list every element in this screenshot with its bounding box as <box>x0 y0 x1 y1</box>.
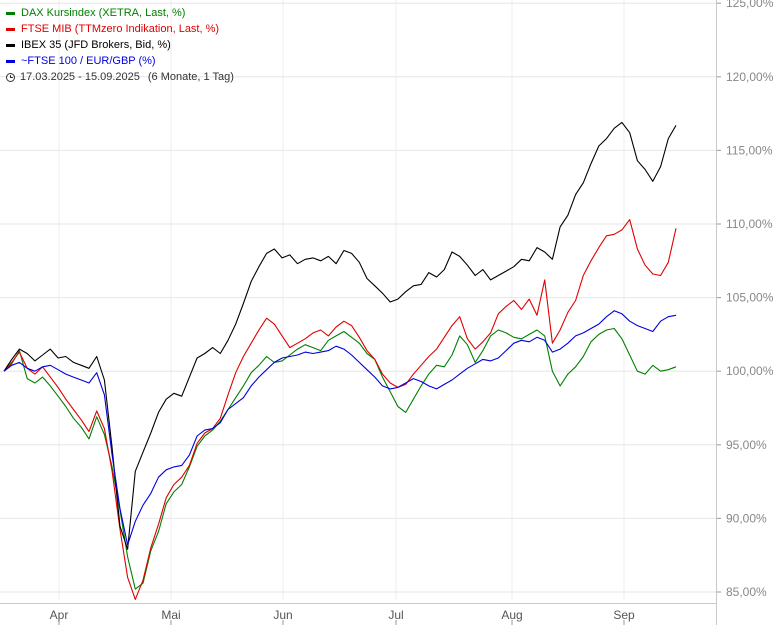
clock-icon <box>6 72 15 82</box>
date-range: 17.03.2025 - 15.09.2025 <box>20 71 140 83</box>
legend: DAX Kursindex (XETRA, Last, %) FTSE MIB … <box>6 5 234 85</box>
legend-item-ibex: IBEX 35 (JFD Brokers, Bid, %) <box>6 37 234 53</box>
interval: (6 Monate, 1 Tag) <box>147 71 234 83</box>
series-lines <box>3 121 677 600</box>
y-tick-label: 110,00% <box>726 217 773 231</box>
y-tick-label: 115,00% <box>726 143 773 157</box>
legend-swatch-ftse-100 <box>6 59 15 63</box>
y-tick-label: 105,00% <box>726 291 774 305</box>
y-tick-label: 85,00% <box>726 585 767 599</box>
legend-label-ibex: IBEX 35 (JFD Brokers, Bid, %) <box>21 39 171 51</box>
legend-item-ftse-mib: FTSE MIB (TTMzero Indikation, Last, %) <box>6 21 234 37</box>
x-tick-label: Mai <box>161 608 180 622</box>
legend-item-ftse-100: ~FTSE 100 / EUR/GBP (%) <box>6 53 234 69</box>
x-tick-label: Aug <box>501 608 522 622</box>
x-tick-label: Jun <box>273 608 292 622</box>
legend-label-ftse-mib: FTSE MIB (TTMzero Indikation, Last, %) <box>21 23 220 35</box>
x-tick-label: Sep <box>613 608 635 622</box>
x-tick-label: Apr <box>50 608 69 622</box>
series-line-2 <box>3 121 677 550</box>
legend-label-ftse-100: ~FTSE 100 / EUR/GBP (%) <box>21 55 156 67</box>
legend-swatch-ftse-mib <box>6 27 15 31</box>
series-line-3 <box>3 310 677 546</box>
legend-period: 17.03.2025 - 15.09.2025 (6 Monate, 1 Tag… <box>6 69 234 85</box>
legend-label-dax: DAX Kursindex (XETRA, Last, %) <box>21 7 186 19</box>
y-tick-label: 90,00% <box>726 511 767 525</box>
y-tick-label: 95,00% <box>726 438 767 452</box>
series-line-0 <box>3 327 677 590</box>
legend-item-dax: DAX Kursindex (XETRA, Last, %) <box>6 5 234 21</box>
y-tick-label: 120,00% <box>726 70 774 84</box>
series-line-1 <box>3 219 677 600</box>
legend-swatch-dax <box>6 11 15 15</box>
x-tick-label: Jul <box>388 608 403 622</box>
legend-swatch-ibex <box>6 43 15 47</box>
grid <box>0 0 716 600</box>
y-axis: 85,00% 90,00% 95,00% 100,00% 105,00% 110,00% 1… <box>716 0 774 625</box>
x-axis: Apr Mai Jun Jul Aug Sep <box>0 603 716 625</box>
y-tick-label: 125,00% <box>726 0 774 10</box>
y-tick-label: 100,00% <box>726 364 774 378</box>
